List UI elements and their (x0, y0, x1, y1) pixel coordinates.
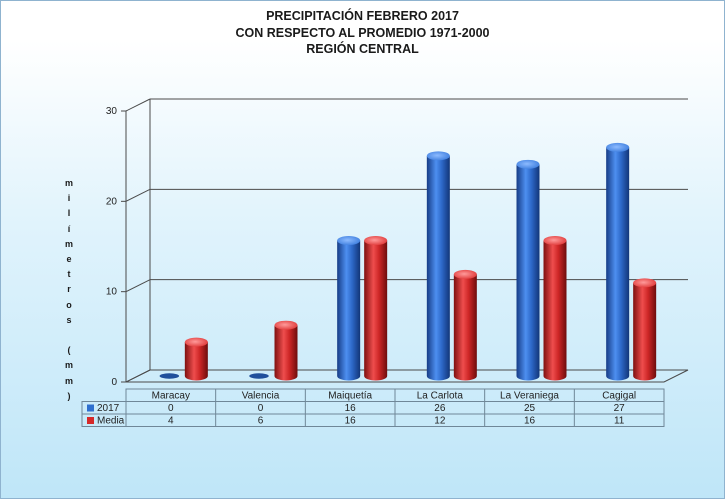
legend-swatch-media (87, 417, 94, 424)
data-table: Maracay Valencia Maiquetía La Carlota La Ver… (81, 388, 665, 427)
y-axis-label-char: t (67, 269, 71, 280)
x-tick-label: Maiquetía (328, 391, 372, 402)
y-tick-label: 20 (106, 196, 118, 207)
bar-media (543, 236, 567, 381)
data-label: 26 (434, 403, 446, 414)
gridline-side (125, 98, 151, 112)
bar-2017 (606, 142, 630, 381)
y-tick-label: 10 (106, 287, 118, 298)
x-tick-label: La Carlota (417, 391, 464, 402)
bar-2017 (426, 151, 450, 381)
floor (125, 369, 689, 383)
data-label: 11 (614, 416, 625, 427)
data-label: 16 (345, 403, 357, 414)
y-axis-label-char: ( (67, 345, 71, 356)
x-tick-label: La Veraniega (500, 391, 559, 402)
y-axis-label-char: e (66, 254, 72, 265)
data-label: 6 (258, 416, 264, 427)
bar-media (184, 337, 208, 381)
gridline-side (125, 279, 151, 293)
y-axis-label-char: m (64, 375, 73, 386)
x-tick-label: Cagigal (602, 391, 636, 402)
data-label: 4 (168, 416, 174, 427)
data-label: 0 (168, 403, 174, 414)
y-axis-label-char: o (66, 299, 72, 310)
legend-label-2017: 2017 (97, 403, 120, 414)
bar-media (633, 278, 657, 381)
y-axis-label-char: m (64, 238, 73, 249)
y-tick-label: 30 (106, 106, 118, 117)
bars (159, 142, 657, 381)
y-axis-label-char: í (67, 223, 71, 234)
axes: 0 10 20 30 (106, 98, 689, 388)
bar-media (274, 320, 298, 381)
y-axis-label-char: s (66, 314, 72, 325)
data-label: 12 (434, 416, 446, 427)
y-axis-label-char: m (64, 360, 73, 371)
legend-label-media: Media (97, 416, 125, 427)
y-axis-label-char: ) (67, 390, 71, 401)
data-label: 0 (258, 403, 264, 414)
chart-title-line-2: CON RESPECTO AL PROMEDIO 1971-2000 (235, 25, 490, 40)
bar-media (364, 236, 388, 381)
y-tick-label: 0 (111, 377, 117, 388)
gridline-side (125, 188, 151, 202)
chart-title-line-1: PRECIPITACIÓN FEBRERO 2017 (266, 9, 459, 23)
bar-2017 (249, 373, 269, 379)
x-tick-label: Maracay (152, 391, 190, 402)
bar-2017 (516, 159, 540, 381)
y-axis-label-char: r (67, 284, 71, 295)
data-label: 16 (345, 416, 357, 427)
chart-title-line-3: REGIÓN CENTRAL (306, 42, 419, 56)
y-axis-label-char: i (67, 193, 71, 204)
bar-2017 (159, 373, 180, 379)
data-label: 16 (524, 416, 536, 427)
y-axis-label-char: l (67, 208, 71, 219)
x-tick-label: Valencia (242, 391, 280, 402)
bar-media (453, 269, 477, 381)
data-label: 25 (524, 403, 536, 414)
y-axis-label-char: m (64, 178, 73, 188)
chart-title: PRECIPITACIÓN FEBRERO 2017 CON RESPECTO … (0, 8, 725, 58)
legend-swatch-2017 (87, 404, 94, 412)
bar-2017 (337, 236, 361, 381)
data-label: 27 (614, 403, 626, 414)
